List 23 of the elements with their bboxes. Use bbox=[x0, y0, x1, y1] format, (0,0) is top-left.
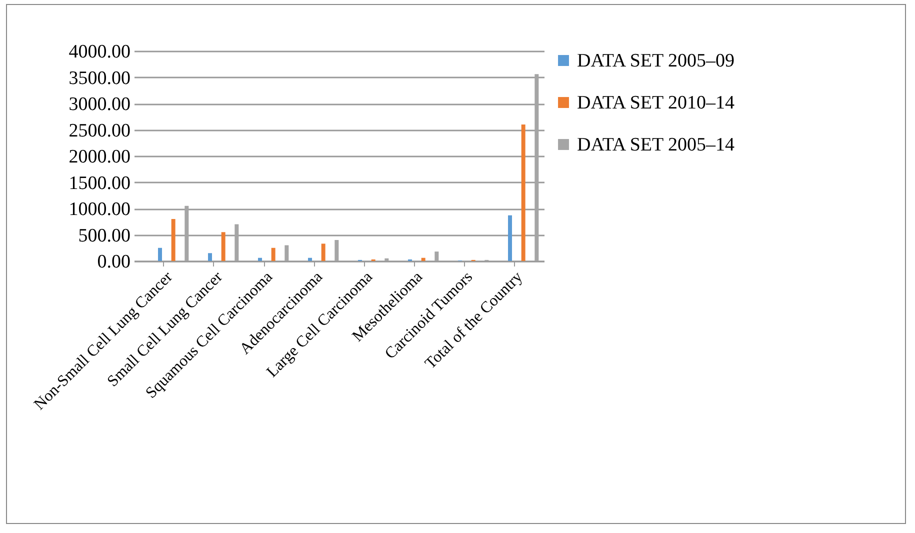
y-tick-label: 0.00 bbox=[97, 252, 130, 272]
y-tick-label: 2500.00 bbox=[68, 120, 130, 142]
legend-label: DATA SET 2005–14 bbox=[577, 134, 736, 156]
legend-label: DATA SET 2005–09 bbox=[577, 50, 735, 72]
bar bbox=[508, 215, 512, 261]
bar bbox=[308, 258, 312, 261]
bar bbox=[221, 232, 226, 261]
y-tick-label: 1000.00 bbox=[68, 199, 130, 220]
bar bbox=[171, 219, 176, 261]
y-tick-label: 1500.00 bbox=[68, 172, 130, 194]
bar bbox=[208, 253, 212, 261]
bar bbox=[258, 258, 262, 261]
bar bbox=[421, 258, 426, 261]
y-tick-label: 500.00 bbox=[78, 225, 130, 246]
bar bbox=[271, 248, 276, 261]
y-tick-label: 3000.00 bbox=[68, 94, 130, 115]
y-tick-label: 3500.00 bbox=[68, 68, 130, 89]
y-tick-label: 4000.00 bbox=[68, 42, 130, 62]
y-tick-label: 2000.00 bbox=[68, 146, 130, 168]
bar bbox=[321, 244, 326, 261]
legend-label: DATA SET 2010–14 bbox=[577, 92, 736, 114]
bar bbox=[521, 124, 526, 261]
bar bbox=[158, 248, 162, 261]
